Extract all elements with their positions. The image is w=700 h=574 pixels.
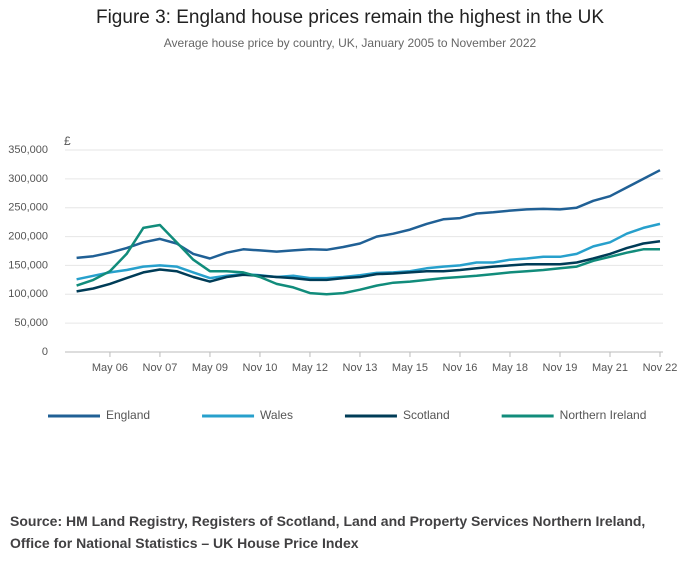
x-tick-label: Nov 13: [343, 362, 378, 374]
series-line: [76, 169, 661, 260]
chart: Figure 3: England house prices remain th…: [8, 7, 678, 422]
series-line: [76, 223, 660, 296]
chart-title: Figure 3: England house prices remain th…: [96, 7, 604, 28]
y-tick-label: 100,000: [8, 288, 48, 300]
y-tick-label: 350,000: [8, 144, 48, 156]
x-tick-label: Nov 19: [543, 362, 578, 374]
y-tick-label: 150,000: [8, 259, 48, 271]
x-tick-label: May 06: [92, 362, 128, 374]
x-tick-label: Nov 07: [143, 362, 178, 374]
y-tick-label: 250,000: [8, 202, 48, 214]
x-tick-label: May 21: [592, 362, 628, 374]
y-tick-label: 300,000: [8, 173, 48, 185]
y-unit: £: [64, 134, 71, 148]
series-line: [76, 239, 661, 293]
x-tick-label: May 15: [392, 362, 428, 374]
x-tick-label: Nov 10: [243, 362, 278, 374]
y-tick-label: 50,000: [14, 317, 48, 329]
y-tick-label: 0: [42, 346, 48, 358]
x-tick-label: Nov 16: [443, 362, 478, 374]
x-tick-label: May 09: [192, 362, 228, 374]
x-tick-label: Nov 22: [643, 362, 678, 374]
x-tick-label: May 18: [492, 362, 528, 374]
legend-label: England: [106, 408, 150, 422]
x-tick-label: May 12: [292, 362, 328, 374]
legend-label: Northern Ireland: [560, 408, 647, 422]
y-tick-label: 200,000: [8, 230, 48, 242]
series-line: [76, 222, 661, 281]
source-note: Source: HM Land Registry, Registers of S…: [10, 513, 646, 551]
chart-subtitle: Average house price by country, UK, Janu…: [164, 36, 537, 50]
legend-label: Wales: [260, 408, 293, 422]
legend-label: Scotland: [403, 408, 450, 422]
